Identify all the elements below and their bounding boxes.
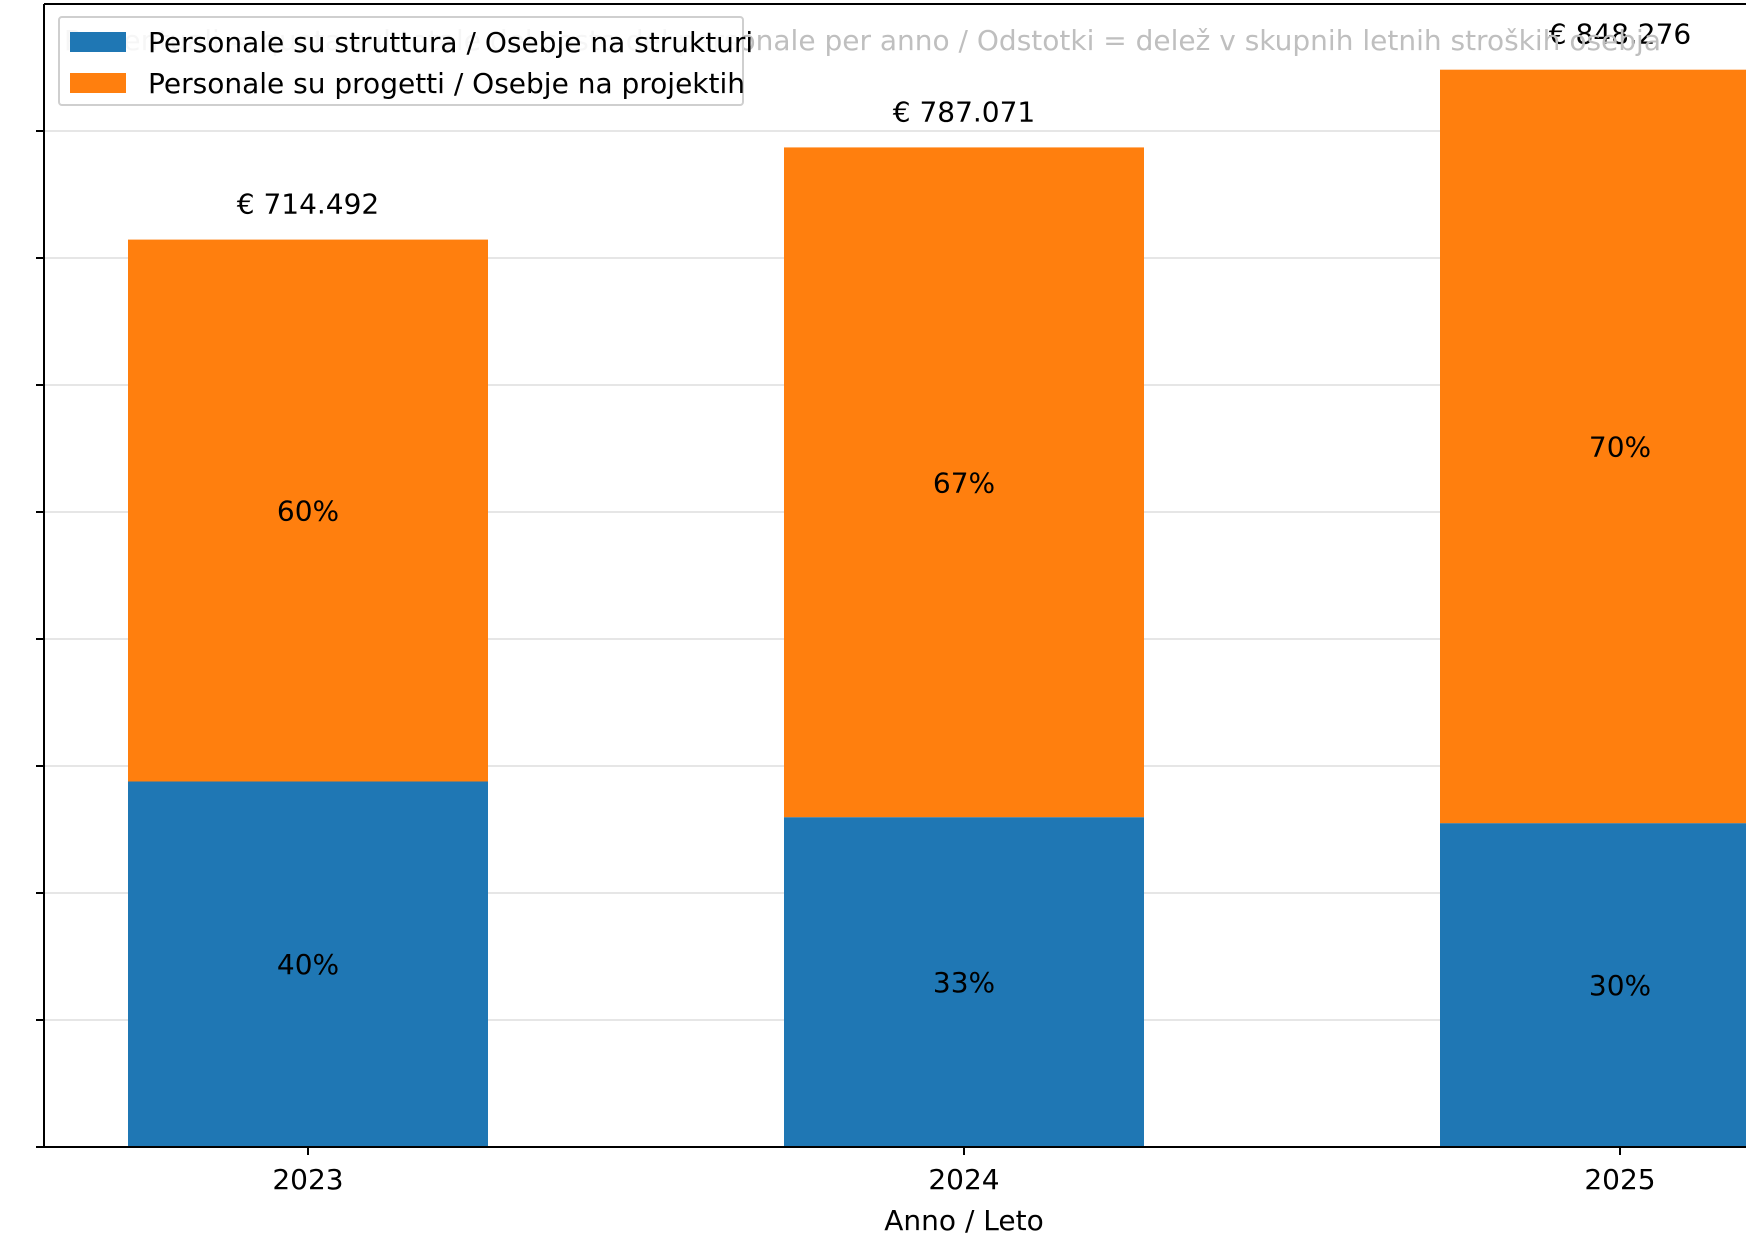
legend-item-series-1: Personale su progetti / Osebje na projek… [70,66,746,100]
bar-total-label: € 848.276 [1549,18,1692,51]
segment-percent-label: 33% [933,966,995,999]
bar-segment-2025-series-1 [1440,69,1746,824]
bar-segment-2024-series-0 [784,817,1144,1147]
x-axis-label: Anno / Leto [884,1204,1043,1234]
segment-percent-label: 60% [277,495,339,528]
legend-label-structure: Personale su struttura / Osebje na struk… [148,25,754,59]
bar-total-label: € 787.071 [893,95,1036,128]
data-labels: 40% 60% € 714.492 33% 67% € 787.071 30% 70% € 84… [237,18,1692,1002]
x-tick-label: 2025 [1584,1163,1655,1196]
segment-percent-label: 40% [277,948,339,981]
bar-segment-2023-series-0 [128,781,488,1147]
axes: 2023 2024 2025 [36,3,1746,1196]
segment-percent-label: 67% [933,466,995,499]
segment-percent-label: 30% [1589,969,1651,1002]
x-tick-label: 2024 [928,1163,999,1196]
legend: Personale su struttura / Osebje na struk… [58,16,753,106]
bar-total-label: € 714.492 [237,188,380,221]
legend-swatch-structure [70,32,126,52]
bar-segment-2024-series-1 [784,147,1144,818]
legend-swatch-projects [70,73,126,93]
segment-percent-label: 70% [1589,430,1651,463]
legend-item-series-0: Personale su struttura / Osebje na struk… [70,25,754,59]
legend-label-projects: Personale su progetti / Osebje na projek… [148,66,746,100]
bar-segment-2023-series-1 [128,239,488,782]
x-tick-label: 2023 [272,1163,343,1196]
bar-segment-2025-series-0 [1440,823,1746,1147]
bars [128,69,1746,1147]
